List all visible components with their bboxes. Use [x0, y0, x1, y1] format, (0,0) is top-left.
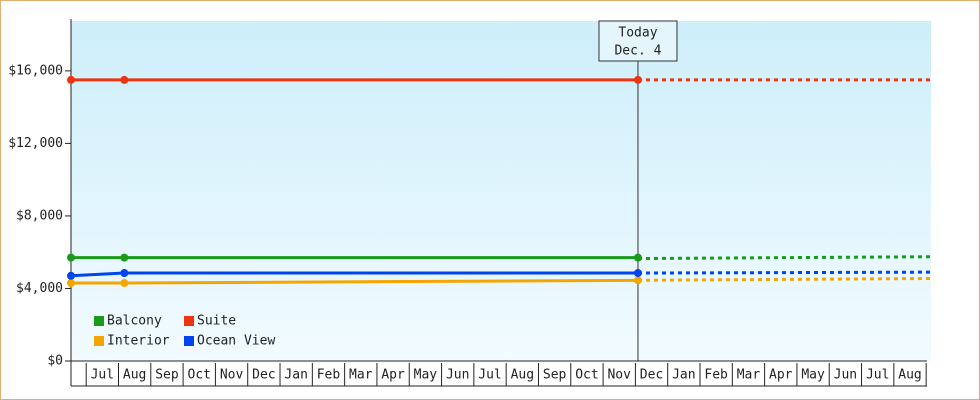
x-tick-label: Apr — [381, 368, 405, 383]
price-point — [67, 75, 75, 84]
x-tick-label: Mar — [737, 368, 761, 383]
plot-area — [71, 21, 931, 361]
x-tick-label: Jul — [866, 368, 889, 383]
legend-swatch — [94, 336, 104, 346]
legend-label: Ocean View — [197, 334, 275, 349]
price-point — [67, 253, 75, 262]
price-point — [120, 279, 129, 288]
forecast-line — [637, 270, 932, 275]
price-point — [633, 269, 642, 278]
x-tick-label: May — [414, 368, 438, 383]
price-point — [120, 269, 129, 278]
x-tick-label: Apr — [769, 368, 793, 383]
x-tick-label: Aug — [898, 368, 921, 383]
x-tick-label: Oct — [575, 368, 598, 383]
price-point — [633, 75, 642, 84]
price-point — [633, 253, 642, 262]
price-point — [67, 271, 75, 280]
x-tick-label: Feb — [704, 368, 728, 383]
price-point — [67, 279, 75, 288]
y-tick-label: $16,000 — [8, 63, 63, 78]
x-tick-label: Jan — [284, 368, 307, 383]
y-tick-label: $12,000 — [8, 136, 63, 151]
price-point — [120, 253, 129, 262]
today-box — [598, 20, 678, 62]
x-tick-label: Aug — [511, 368, 534, 383]
forecast-line — [637, 276, 932, 282]
x-tick-label: Jan — [672, 368, 695, 383]
x-tick-label: Sep — [155, 368, 179, 383]
x-tick-label: Mar — [349, 368, 373, 383]
x-tick-label: Dec — [640, 368, 663, 383]
x-tick-label: Nov — [220, 368, 244, 383]
x-tick-label: Sep — [543, 368, 567, 383]
price-point — [120, 75, 129, 84]
legend-swatch — [184, 336, 194, 346]
y-tick-label: $4,000 — [16, 281, 63, 296]
legend-swatch — [184, 316, 194, 326]
today-label: Today — [618, 26, 657, 41]
legend-label: Balcony — [107, 314, 162, 329]
x-tick-label: Jul — [91, 368, 114, 383]
x-tick-label: Jul — [478, 368, 501, 383]
x-tick-label: Oct — [188, 368, 211, 383]
x-tick-label: Feb — [317, 368, 341, 383]
x-tick-label: Dec — [252, 368, 275, 383]
x-tick-label: Aug — [123, 368, 146, 383]
x-tick-label: Jun — [446, 368, 469, 383]
y-tick-label: $0 — [47, 354, 63, 369]
x-tick-label: Nov — [607, 368, 631, 383]
x-tick-label: Jun — [834, 368, 857, 383]
legend-label: Interior — [107, 334, 170, 349]
legend-label: Suite — [197, 314, 236, 329]
forecast-line — [637, 255, 932, 261]
y-tick-label: $8,000 — [16, 208, 63, 223]
price-point — [633, 276, 642, 285]
x-tick-label: May — [801, 368, 825, 383]
legend-swatch — [94, 316, 104, 326]
today-date: Dec. 4 — [614, 44, 661, 59]
